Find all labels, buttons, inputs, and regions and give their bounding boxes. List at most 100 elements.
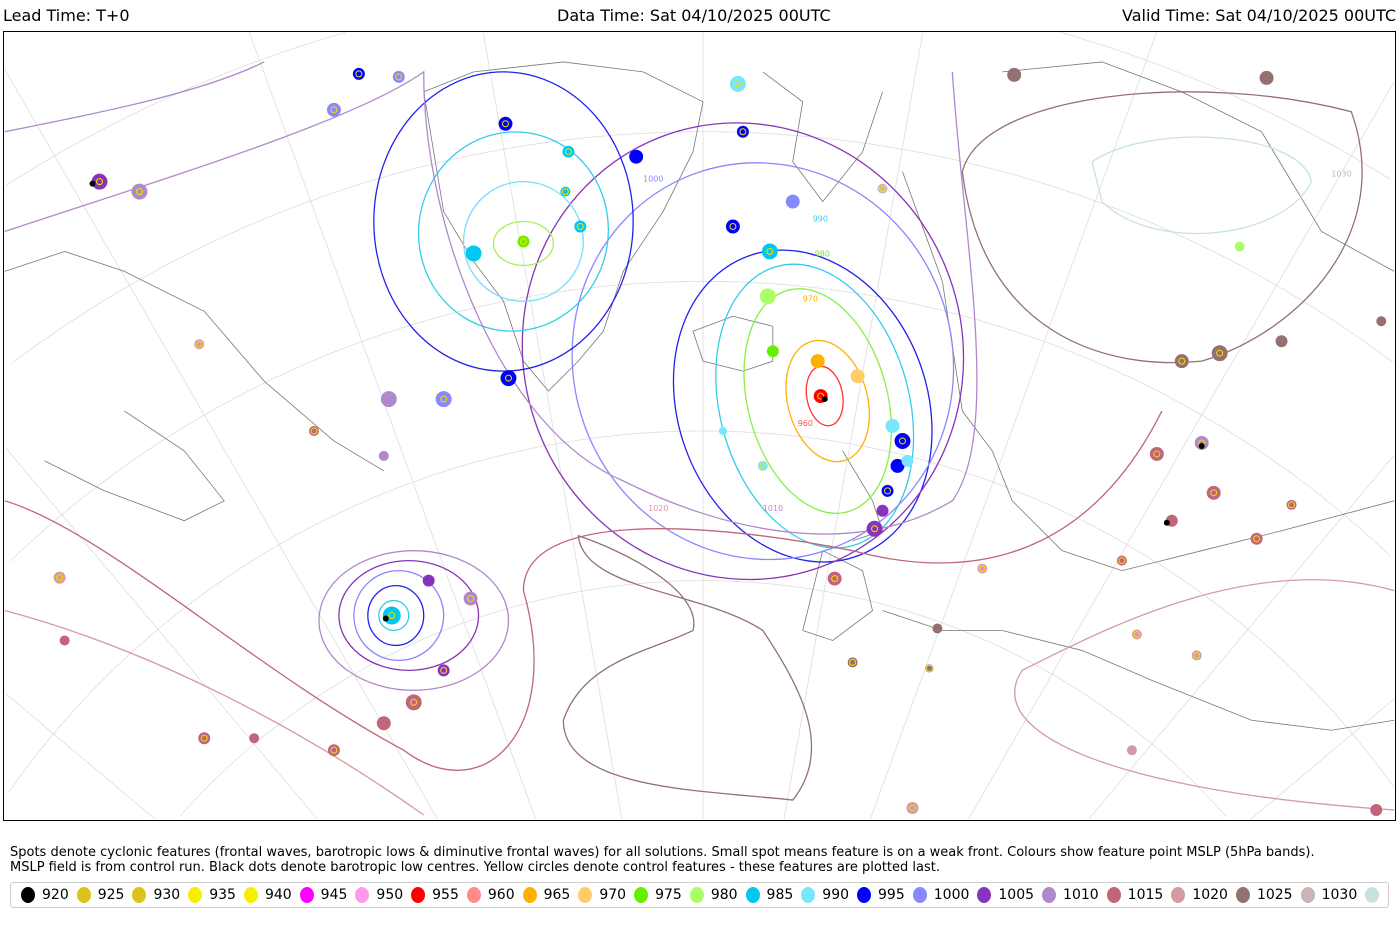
- feature-spot: [761, 243, 778, 260]
- note-line-2: MSLP field is from control run. Black do…: [10, 860, 940, 875]
- legend-item: 925: [76, 887, 124, 903]
- legend-item: 990: [801, 887, 849, 903]
- feature-spot: [422, 574, 435, 587]
- longitude-line: [4, 69, 439, 820]
- legend-label: 1000: [933, 887, 970, 903]
- feature-spot: [977, 563, 988, 574]
- control-feature-circle: [729, 223, 737, 230]
- legend-swatch: [977, 887, 992, 903]
- feature-spot: [465, 245, 482, 262]
- control-feature-circle: [502, 120, 509, 128]
- legend-item: 970: [578, 887, 626, 903]
- control-feature-circle: [96, 178, 104, 186]
- feature-spot: [91, 173, 108, 190]
- feature-spot: [380, 391, 397, 408]
- legend-label: 980: [710, 887, 738, 903]
- legend-swatch: [801, 887, 816, 903]
- legend-swatch: [1235, 887, 1250, 903]
- isobar: [961, 91, 1363, 364]
- control-feature-circle: [1118, 557, 1126, 565]
- feature-spot: [1370, 804, 1383, 817]
- control-feature-circle: [440, 395, 448, 403]
- control-feature-circle: [1178, 357, 1186, 365]
- feature-spot: [382, 615, 389, 622]
- feature-spot: [89, 180, 96, 187]
- isobar: [571, 162, 955, 561]
- feature-spot: [1286, 499, 1297, 510]
- legend-item: 965: [522, 887, 570, 903]
- feature-spots: [53, 67, 1387, 817]
- feature-spot: [500, 370, 517, 387]
- isobar: [4, 579, 1395, 816]
- note-line-1: Spots denote cyclonic features (frontal …: [10, 845, 1315, 860]
- legend-swatch: [634, 887, 649, 903]
- feature-spot: [1198, 442, 1205, 449]
- legend-label: 935: [209, 887, 236, 903]
- feature-spot: [718, 426, 727, 435]
- legend-item: 950: [355, 887, 403, 903]
- control-feature-circle: [440, 666, 448, 674]
- legend-label: 950: [376, 887, 404, 903]
- control-feature-circle: [355, 70, 363, 78]
- isobar: [1091, 136, 1313, 235]
- control-feature-circle: [871, 525, 879, 533]
- latitude-line: [1060, 32, 1391, 180]
- feature-spot: [1116, 555, 1127, 566]
- control-feature-circle: [766, 247, 774, 255]
- legend-label: 940: [264, 887, 292, 903]
- isobar: [367, 584, 425, 647]
- legend-label: 1015: [1127, 887, 1164, 903]
- feature-spot: [1131, 629, 1142, 640]
- feature-spot: [736, 125, 749, 138]
- feature-spot: [847, 657, 858, 668]
- legend-swatch: [1300, 887, 1315, 903]
- feature-spot: [881, 484, 894, 497]
- control-feature-circle: [1133, 630, 1141, 638]
- legend-item: 935: [188, 887, 236, 903]
- longitude-line: [5, 447, 318, 820]
- legend-label: 930: [153, 887, 181, 903]
- control-feature-circle: [1210, 489, 1218, 497]
- feature-spot: [517, 235, 530, 248]
- legend-label: 1025: [1256, 887, 1293, 903]
- legend-item: 930: [132, 887, 180, 903]
- legend-item: 1000: [912, 887, 970, 903]
- legend-label: 945: [320, 887, 348, 903]
- feature-spot: [932, 623, 943, 634]
- feature-spot: [560, 186, 571, 197]
- control-feature-circle: [395, 73, 403, 81]
- contour-label: 1030: [1331, 170, 1351, 179]
- legend-item: 980: [689, 887, 738, 903]
- control-feature-circle: [330, 746, 338, 754]
- control-feature-circle: [884, 487, 892, 495]
- isobar: [4, 410, 1163, 771]
- isobar: [318, 550, 510, 691]
- coastline: [4, 251, 385, 472]
- legend-item: 1020: [1171, 887, 1228, 903]
- contour-label: 970: [803, 294, 818, 303]
- contour-label: 980: [815, 249, 830, 258]
- feature-spot: [1376, 316, 1387, 327]
- legend-swatch: [76, 887, 91, 903]
- legend-swatch: [466, 887, 481, 903]
- isobar: [417, 131, 610, 332]
- feature-spot: [382, 606, 401, 625]
- coastline: [842, 450, 884, 542]
- feature-spot: [766, 345, 779, 358]
- legend-label: 1010: [1063, 887, 1099, 903]
- coastline: [802, 550, 874, 641]
- legend-swatch: [299, 887, 314, 903]
- feature-spot: [810, 354, 825, 369]
- feature-spot: [894, 432, 911, 449]
- legend-item: 1030: [1300, 887, 1357, 903]
- control-feature-circle: [817, 392, 825, 400]
- feature-spot: [729, 75, 746, 92]
- feature-spot: [725, 219, 740, 234]
- legend-label: 985: [766, 887, 794, 903]
- legend-item: [1365, 887, 1386, 903]
- feature-spot: [53, 571, 66, 584]
- legend-label: 920: [42, 887, 69, 903]
- feature-spot: [1275, 335, 1288, 348]
- control-feature-circle: [467, 595, 475, 603]
- isobar: [672, 249, 933, 563]
